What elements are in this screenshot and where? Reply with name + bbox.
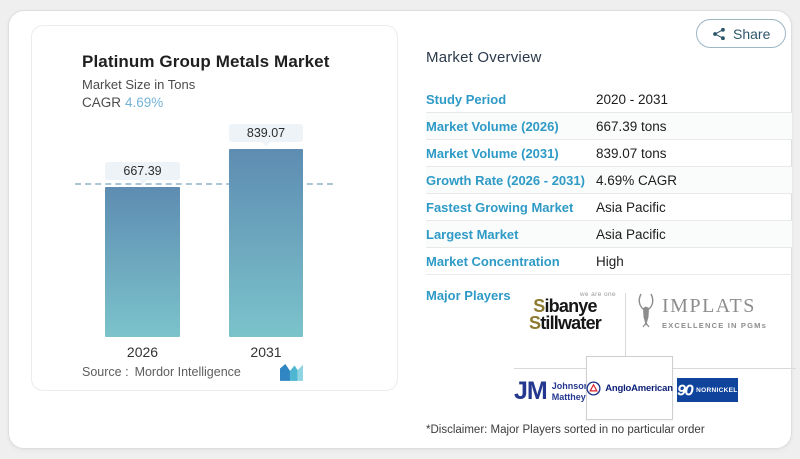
- row-value: 4.69% CAGR: [596, 172, 678, 188]
- table-row: Study Period 2020 - 2031: [426, 86, 792, 113]
- nornickel-wordmark: NORNICKEL: [696, 386, 738, 394]
- major-players-label: Major Players: [426, 288, 511, 303]
- row-label: Largest Market: [426, 226, 519, 242]
- row-label: Growth Rate (2026 - 2031): [426, 172, 585, 188]
- share-label: Share: [733, 25, 771, 42]
- sibanye-stillwater-logo: we are one Sibanye Stillwater: [508, 291, 622, 331]
- grid-divider-vertical: [625, 293, 626, 357]
- row-value: Asia Pacific: [596, 226, 666, 242]
- x-axis-label-2026: 2026: [126, 344, 159, 360]
- row-value: Asia Pacific: [596, 199, 666, 215]
- source-attribution: Source : Mordor Intelligence: [82, 365, 241, 379]
- nornickel-90-icon: 90: [677, 381, 693, 399]
- table-row: Fastest Growing Market Asia Pacific: [426, 194, 792, 221]
- anglo-american-icon: [586, 380, 601, 396]
- share-button[interactable]: Share: [696, 19, 787, 48]
- bar-group-2026: 667.39 2026: [105, 125, 180, 360]
- sibanye-wordmark-line1: Sibanye: [533, 296, 597, 316]
- bar-2031: [229, 149, 303, 337]
- cagr-value: 4.69%: [125, 95, 164, 110]
- market-overview-heading: Market Overview: [426, 49, 542, 66]
- chart-subtitle: Market Size in Tons: [82, 77, 196, 92]
- table-row: Growth Rate (2026 - 2031) 4.69% CAGR: [426, 167, 792, 194]
- row-label: Market Volume (2031): [426, 145, 559, 161]
- bar-2026: [105, 187, 180, 337]
- row-value: High: [596, 253, 624, 269]
- table-row: Market Concentration High: [426, 248, 792, 275]
- disclaimer-text: *Disclaimer: Major Players sorted in no …: [426, 424, 705, 436]
- plot-area: 667.39 2026 839.07 2031: [32, 124, 397, 360]
- sibanye-wordmark-line2: Stillwater: [528, 312, 602, 333]
- x-axis-label-2031: 2031: [250, 344, 282, 360]
- infographic-card: Platinum Group Metals Market Market Size…: [8, 10, 796, 449]
- bar-value-label-2026: 667.39: [105, 162, 180, 184]
- reference-dashed-line: [75, 183, 333, 185]
- jm-word-line2: Matthey: [551, 391, 586, 402]
- jm-word-line1: Johnson: [551, 381, 590, 392]
- nornickel-logo: 90 NORNICKEL: [677, 378, 738, 402]
- overview-table: Study Period 2020 - 2031 Market Volume (2…: [426, 86, 792, 275]
- players-grid: we are one Sibanye Stillwater IMPLATS EX…: [506, 281, 798, 426]
- sibanye-tagline: we are one: [579, 291, 616, 298]
- chart-title: Platinum Group Metals Market: [82, 52, 330, 71]
- row-value: 839.07 tons: [596, 145, 667, 161]
- bar-value-label-2031: 839.07: [229, 124, 303, 146]
- johnson-matthey-logo: JM Johnson Matthey: [514, 377, 589, 406]
- share-icon: [712, 27, 726, 41]
- source-label: Source :: [82, 365, 129, 379]
- bar-group-2031: 839.07 2031: [229, 124, 303, 360]
- table-row: Largest Market Asia Pacific: [426, 221, 792, 248]
- cagr-label: CAGR: [82, 95, 122, 110]
- source-name: Mordor Intelligence: [134, 365, 241, 379]
- row-label: Fastest Growing Market: [426, 199, 574, 215]
- chart-cagr: CAGR 4.69%: [82, 95, 163, 110]
- implats-wordmark: IMPLATS: [662, 294, 756, 317]
- implats-tagline: EXCELLENCE IN PGMs: [662, 320, 767, 330]
- jm-initials: JM: [514, 377, 548, 405]
- mordor-intelligence-logo-icon: [280, 363, 303, 386]
- row-label: Market Concentration: [426, 253, 560, 269]
- table-row: Market Volume (2031) 839.07 tons: [426, 140, 792, 167]
- chart-card: Platinum Group Metals Market Market Size…: [31, 25, 398, 391]
- anglo-american-wordmark: AngloAmerican: [605, 382, 673, 394]
- impala-icon: [634, 293, 658, 331]
- row-label: Market Volume (2026): [426, 118, 559, 134]
- implats-logo: IMPLATS EXCELLENCE IN PGMs: [634, 293, 767, 331]
- table-row: Market Volume (2026) 667.39 tons: [426, 113, 792, 140]
- anglo-american-logo: AngloAmerican: [586, 356, 673, 420]
- row-value: 2020 - 2031: [596, 91, 669, 107]
- row-label: Study Period: [426, 91, 507, 107]
- row-value: 667.39 tons: [596, 118, 667, 134]
